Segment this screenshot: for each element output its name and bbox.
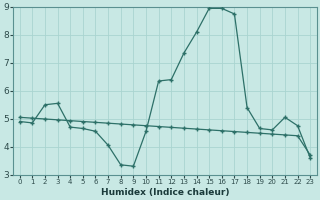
X-axis label: Humidex (Indice chaleur): Humidex (Indice chaleur) (101, 188, 229, 197)
